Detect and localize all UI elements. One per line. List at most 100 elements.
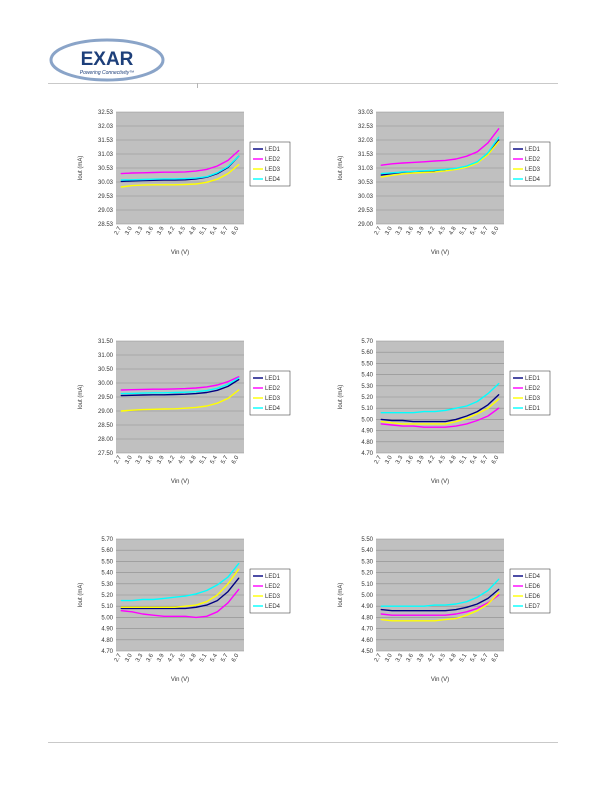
y-tick-label: 31.53	[358, 152, 374, 158]
series-line-3	[120, 568, 240, 609]
y-tick-label: 5.60	[361, 350, 373, 356]
x-tick-label: 3.3	[395, 652, 405, 663]
chart-6: 4.50 4.60 4.70 4.80 4.90 5.00 5.10 5.20 5.30 5.40…	[338, 537, 551, 683]
y-tick-label: 4.60	[361, 638, 373, 644]
x-tick-label: 3.6	[146, 225, 156, 236]
legend-label: LED3	[265, 594, 281, 600]
logo-wordmark: EXAR	[81, 49, 134, 70]
series-line-4	[380, 136, 500, 175]
y-tick-label: 4.80	[361, 440, 373, 446]
x-tick-label: 2.7	[114, 652, 124, 663]
y-tick-label: 4.90	[361, 429, 373, 435]
legend-label: LED4	[525, 177, 541, 183]
x-tick-label: 3.3	[135, 454, 145, 465]
x-axis-label: Vin (V)	[431, 479, 449, 485]
x-tick-label: 5.1	[199, 652, 209, 663]
y-axis-label: Iout (mA)	[78, 156, 84, 181]
legend-label: LED1	[265, 147, 281, 153]
y-tick-label: 4.70	[361, 627, 373, 633]
legend-label: LED1	[265, 574, 281, 580]
logo-tagline: Powering Connectivity™	[80, 70, 134, 76]
y-tick-label: 4.90	[101, 627, 113, 633]
x-tick-label: 4.5	[178, 652, 188, 663]
y-tick-label: 31.50	[98, 339, 114, 345]
x-tick-label: 3.0	[124, 225, 134, 236]
legend-label: LED4	[265, 604, 281, 610]
series-line-4	[380, 578, 500, 607]
series-line-3	[380, 140, 500, 178]
y-tick-label: 5.20	[361, 571, 373, 577]
y-tick-label: 30.03	[358, 194, 374, 200]
y-tick-label: 5.10	[361, 406, 373, 412]
x-tick-label: 6.0	[491, 652, 501, 663]
series-line-3	[120, 389, 240, 412]
y-tick-label: 5.30	[361, 559, 373, 565]
legend-label: LED2	[265, 157, 281, 163]
series-line-1	[120, 378, 240, 397]
series-line-1	[380, 588, 500, 612]
x-tick-label: 3.6	[406, 225, 416, 236]
x-tick-label: 3.9	[156, 454, 166, 465]
y-tick-label: 30.03	[98, 180, 114, 186]
x-tick-label: 3.3	[135, 225, 145, 236]
x-tick-label: 2.7	[374, 225, 384, 236]
y-tick-label: 5.30	[361, 384, 373, 390]
series-line-4	[120, 377, 240, 395]
x-tick-label: 5.7	[220, 225, 230, 236]
x-tick-label: 3.6	[406, 454, 416, 465]
x-tick-label: 2.7	[114, 454, 124, 465]
x-tick-label: 4.2	[427, 225, 437, 236]
x-tick-label: 4.8	[448, 225, 458, 236]
series-line-4	[120, 562, 240, 602]
y-tick-label: 31.00	[98, 353, 114, 359]
x-tick-label: 3.6	[406, 652, 416, 663]
y-tick-label: 5.70	[101, 537, 113, 543]
x-tick-label: 6.0	[231, 225, 241, 236]
x-axis-label: Vin (V)	[171, 250, 189, 256]
y-tick-label: 29.53	[358, 208, 374, 214]
x-tick-label: 3.0	[384, 454, 394, 465]
y-tick-label: 5.60	[101, 548, 113, 554]
x-tick-label: 4.8	[448, 652, 458, 663]
y-tick-label: 5.10	[101, 604, 113, 610]
legend-label: LED3	[525, 396, 541, 402]
x-axis-label: Vin (V)	[171, 479, 189, 485]
legend-label: LED4	[265, 177, 281, 183]
y-tick-label: 5.50	[361, 361, 373, 367]
series-line-1	[380, 394, 500, 423]
y-tick-label: 4.50	[361, 649, 373, 655]
x-axis-label: Vin (V)	[431, 250, 449, 256]
y-tick-label: 30.50	[98, 367, 114, 373]
x-tick-label: 4.8	[188, 225, 198, 236]
x-tick-label: 4.5	[438, 225, 448, 236]
y-tick-label: 5.70	[361, 339, 373, 345]
y-axis-label: Iout (mA)	[338, 583, 344, 608]
x-tick-label: 3.0	[384, 652, 394, 663]
legend-label: LED2	[265, 386, 281, 392]
chart-4: 4.70 4.80 4.90 5.00 5.10 5.20 5.30 5.40 5.50 5.60…	[338, 339, 551, 485]
chart-3: 27.50 28.00 28.50 29.00 29.50 30.00 30.50 31.00…	[78, 339, 291, 485]
y-tick-label: 29.00	[98, 409, 114, 415]
legend-label: LED6	[525, 594, 541, 600]
x-tick-label: 3.3	[395, 225, 405, 236]
x-tick-label: 3.9	[156, 225, 166, 236]
x-tick-label: 3.0	[124, 652, 134, 663]
series-line-4	[380, 382, 500, 414]
legend-label: LED3	[265, 167, 281, 173]
x-tick-label: 4.5	[178, 225, 188, 236]
header-divider	[48, 83, 558, 84]
y-tick-label: 5.40	[101, 571, 113, 577]
y-tick-label: 4.80	[361, 615, 373, 621]
legend-label: LED2	[525, 157, 541, 163]
logo-ring-icon	[49, 38, 165, 82]
x-axis-label: Vin (V)	[171, 677, 189, 683]
x-tick-label: 6.0	[491, 454, 501, 465]
x-tick-label: 4.5	[178, 454, 188, 465]
legend-label: LED4	[525, 574, 541, 580]
x-tick-label: 4.2	[167, 225, 177, 236]
series-line-2	[380, 407, 500, 428]
x-tick-label: 4.2	[427, 652, 437, 663]
y-tick-label: 4.90	[361, 604, 373, 610]
x-tick-label: 5.4	[210, 454, 220, 465]
series-line-4	[120, 155, 240, 181]
